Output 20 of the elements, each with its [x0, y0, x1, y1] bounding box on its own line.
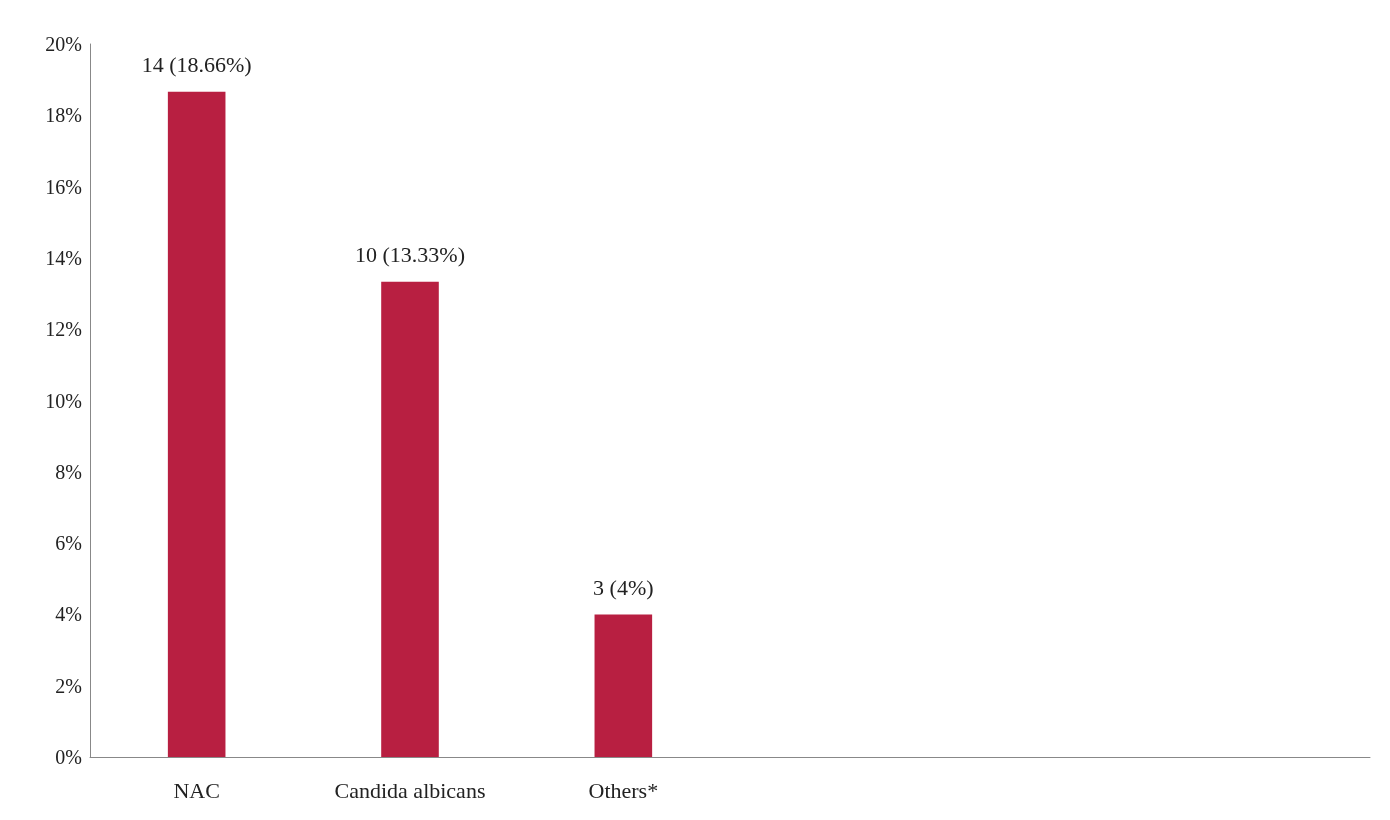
- y-tick-label: 10%: [45, 389, 82, 412]
- bar: [167, 91, 226, 757]
- data-label: 14 (18.66%): [141, 52, 252, 78]
- y-tick-label: 18%: [45, 104, 82, 127]
- y-tick-label: 6%: [55, 532, 82, 555]
- x-tick-label: NAC: [173, 777, 220, 803]
- y-tick-label: 20%: [45, 33, 82, 55]
- bar: [594, 614, 653, 757]
- bar: [381, 281, 439, 757]
- y-tick-label: 12%: [45, 318, 82, 341]
- data-label: 10 (13.33%): [355, 242, 465, 268]
- data-label: 3 (4%): [593, 574, 654, 600]
- y-tick-label: 2%: [55, 674, 82, 697]
- y-tick-label: 4%: [55, 603, 82, 626]
- y-tick-label: 14%: [45, 246, 82, 269]
- x-tick-label: Others*: [588, 777, 659, 803]
- y-tick-label: 0%: [55, 746, 82, 768]
- y-tick-label: 8%: [55, 460, 82, 483]
- y-tick-label: 16%: [45, 175, 82, 198]
- x-tick-label: Candida albicans: [334, 777, 486, 803]
